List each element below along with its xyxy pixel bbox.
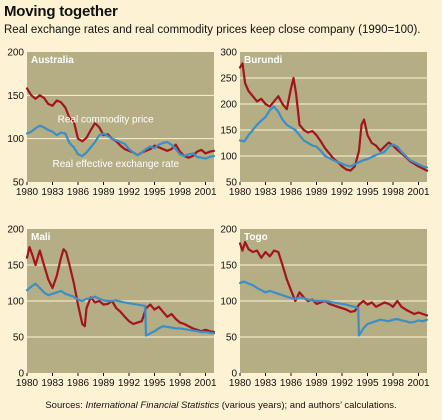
figure-title: Moving together (4, 3, 118, 20)
x-tick-label: 1983 (41, 187, 64, 198)
y-tick-label: 150 (7, 91, 24, 102)
series-line-commodity (238, 62, 429, 172)
panel-title: Mali (31, 232, 51, 243)
source-note: Sources: International Financial Statist… (0, 400, 442, 411)
y-tick-label: 200 (220, 100, 237, 111)
x-tick-label: 1983 (41, 378, 64, 389)
y-tick-label: 150 (220, 126, 237, 137)
y-tick-label: 100 (7, 134, 24, 145)
series-line-exchange (25, 282, 216, 337)
series-line-commodity (238, 240, 429, 317)
x-tick-label: 1989 (92, 187, 115, 198)
x-tick-label: 1989 (92, 378, 115, 389)
series-line-exchange (238, 280, 429, 337)
source-suffix: (various years); and authors’ calculatio… (219, 400, 397, 411)
y-tick-label: 100 (220, 152, 237, 163)
x-tick-label: 1998 (382, 378, 405, 389)
y-tick-label: 0 (231, 369, 237, 380)
series-line-commodity (25, 245, 216, 334)
x-tick-label: 1992 (118, 187, 141, 198)
source-title: International Financial Statistics (85, 400, 220, 411)
x-tick-label: 1998 (169, 378, 192, 389)
panel-mali: 0 50 100 150 200 1980 1983 1986 1989 1992 1995 1998… (7, 225, 217, 390)
y-tick-label: 50 (226, 333, 238, 344)
x-tick-label: 1992 (331, 378, 354, 389)
y-tick-label: 150 (7, 261, 24, 272)
y-tick-label: 100 (220, 297, 237, 308)
x-tick-label: 1992 (331, 187, 354, 198)
x-tick-label: 1983 (254, 378, 277, 389)
y-tick-label: 200 (7, 48, 24, 59)
x-tick-label: 1995 (143, 378, 166, 389)
x-tick-label: 1992 (118, 378, 141, 389)
plot-area (27, 52, 214, 182)
x-tick-label: 1986 (280, 378, 303, 389)
panel-australia: 50 100 150 200 1980 1983 1986 1989 1992 1995 1998 2… (7, 48, 217, 199)
x-tick-label: 2001 (194, 187, 217, 198)
x-tick-label: 1980 (229, 378, 252, 389)
y-tick-label: 50 (13, 178, 25, 189)
y-tick-label: 200 (220, 225, 237, 236)
x-tick-label: 1986 (67, 187, 90, 198)
x-tick-label: 1989 (305, 187, 328, 198)
x-tick-label: 1998 (382, 187, 405, 198)
x-tick-label: 2001 (407, 187, 430, 198)
y-tick-label: 0 (18, 369, 24, 380)
y-tick-label: 150 (220, 261, 237, 272)
series-annotation: Real commodity price (58, 115, 155, 126)
panel-title: Burundi (244, 55, 283, 66)
x-tick-label: 1986 (280, 187, 303, 198)
y-tick-label: 50 (226, 178, 238, 189)
x-tick-label: 2001 (194, 378, 217, 389)
x-tick-label: 1989 (305, 378, 328, 389)
figure-subtitle: Real exchange rates and real commodity p… (4, 24, 421, 36)
panel-title: Togo (244, 232, 268, 243)
x-tick-label: 1986 (67, 378, 90, 389)
panel-togo: 0 50 100 150 200 1980 1983 1986 1989 1992 1995 1998… (220, 225, 430, 390)
x-tick-label: 1980 (229, 187, 252, 198)
x-tick-label: 1995 (356, 378, 379, 389)
y-tick-label: 300 (220, 48, 237, 59)
series-line-exchange (238, 105, 429, 169)
panel-title: Australia (31, 55, 74, 66)
plot-area (240, 52, 427, 182)
x-tick-label: 1995 (356, 187, 379, 198)
x-tick-label: 1983 (254, 187, 277, 198)
y-tick-label: 250 (220, 74, 237, 85)
x-tick-label: 1995 (143, 187, 166, 198)
x-tick-label: 1980 (16, 187, 39, 198)
y-tick-label: 100 (7, 297, 24, 308)
y-tick-label: 200 (7, 225, 24, 236)
x-tick-label: 1980 (16, 378, 39, 389)
x-tick-label: 1998 (169, 187, 192, 198)
x-tick-label: 2001 (407, 378, 430, 389)
series-line-exchange (25, 124, 216, 160)
y-tick-label: 50 (13, 333, 25, 344)
source-prefix: Sources: (45, 400, 86, 411)
series-annotation: Real effective exchange rate (53, 159, 180, 170)
